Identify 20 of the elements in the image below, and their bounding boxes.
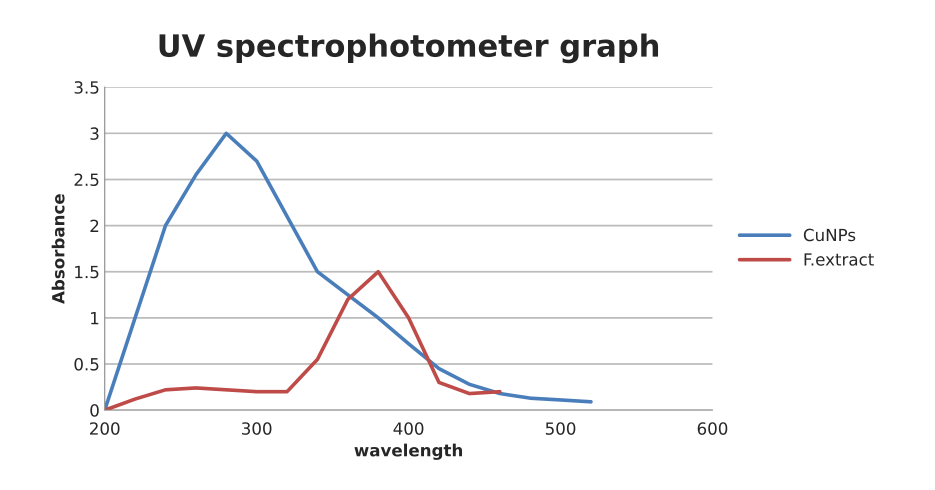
y-tick-label: 1.5 bbox=[75, 266, 98, 278]
y-tick-label: 3 bbox=[90, 127, 99, 140]
x-axis-title: wavelength bbox=[354, 444, 462, 460]
line-series bbox=[104, 270, 502, 410]
legend-label: CuNPs bbox=[804, 228, 856, 242]
y-tick-label: 1 bbox=[91, 312, 98, 324]
x-tick-label: 600 bbox=[698, 422, 728, 435]
y-tick-label: 0.5 bbox=[74, 358, 98, 371]
legend-label: F.extract bbox=[804, 253, 874, 266]
x-tick-label: 500 bbox=[546, 422, 576, 435]
y-axis-title: Absorbance bbox=[52, 194, 65, 304]
x-tick-label: 200 bbox=[90, 422, 120, 435]
y-tick-label: 2 bbox=[90, 220, 98, 232]
y-tick-label: 0 bbox=[90, 404, 99, 417]
x-tick-label: 400 bbox=[394, 422, 424, 435]
line-series bbox=[104, 132, 593, 410]
x-tick-label: 300 bbox=[242, 422, 272, 435]
y-tick-label: 2.5 bbox=[74, 173, 98, 186]
y-tick-label: 3.5 bbox=[74, 81, 98, 94]
chart-title: UV spectrophotometer graph bbox=[160, 33, 658, 64]
